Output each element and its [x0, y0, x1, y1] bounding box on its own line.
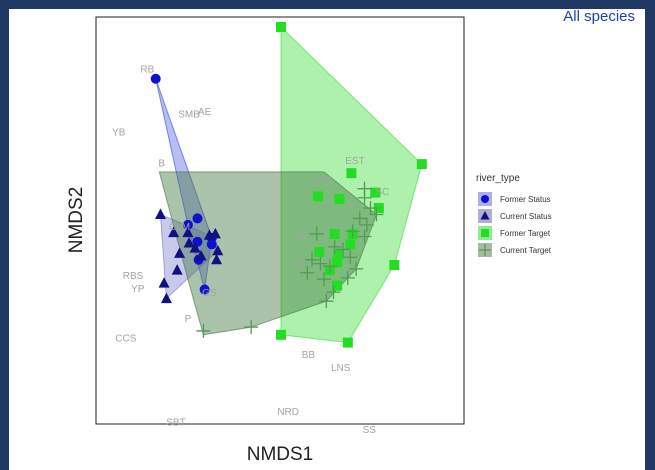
point-former-target — [342, 337, 353, 348]
legend-marker-former-target — [481, 229, 489, 237]
legend-label-former-target: Former Target — [500, 229, 551, 238]
point-former-target — [373, 203, 384, 214]
slide-frame-top — [0, 0, 655, 9]
site-label-gs: GS — [202, 288, 217, 299]
point-current-target — [327, 239, 342, 254]
point-former-target — [416, 159, 427, 170]
legend-title: river_type — [476, 173, 520, 184]
site-label-cs: CS — [292, 260, 306, 271]
point-current-target — [357, 190, 372, 205]
point-current-status — [212, 244, 224, 256]
point-former-target — [334, 194, 345, 205]
point-current-target — [343, 250, 358, 265]
point-current-status — [195, 249, 207, 261]
site-label-rb: RB — [140, 64, 154, 75]
site-label-sc: SC — [375, 187, 389, 198]
point-current-target — [196, 323, 211, 338]
site-label-b: B — [158, 159, 165, 170]
point-current-target — [345, 224, 360, 239]
site-label-sbt: SBT — [166, 417, 185, 428]
point-current-status — [211, 253, 223, 265]
point-current-target — [316, 272, 331, 287]
point-former-target — [333, 249, 344, 260]
point-current-target — [244, 320, 259, 335]
point-former-target — [346, 168, 357, 179]
legend: river_type Former Status Current Status Fo… — [476, 173, 552, 257]
legend-label-current-status: Current Status — [500, 212, 552, 221]
point-former-target — [370, 187, 381, 198]
point-current-status — [168, 226, 180, 238]
site-label-yp: YP — [131, 284, 145, 295]
legend-label-current-target: Current Target — [500, 246, 552, 255]
point-former-status — [182, 219, 193, 230]
point-current-target — [357, 229, 372, 244]
point-former-target — [345, 239, 356, 250]
point-current-status — [182, 226, 194, 238]
point-former-target — [314, 247, 325, 258]
point-current-status — [160, 292, 172, 304]
point-current-status — [189, 242, 201, 253]
point-current-target — [340, 270, 355, 285]
point-former-target — [332, 257, 343, 268]
point-current-target — [359, 217, 374, 232]
y-axis-title: NMDS2 — [66, 187, 87, 254]
point-current-status — [158, 277, 170, 288]
point-current-status — [209, 227, 221, 239]
legend-marker-current-target — [479, 244, 491, 256]
point-former-target — [276, 22, 286, 32]
point-current-target — [322, 259, 337, 274]
point-current-status — [171, 264, 183, 275]
site-label-lms: LMS — [312, 175, 333, 186]
point-former-target — [312, 191, 323, 202]
point-current-target — [319, 294, 334, 309]
point-current-target — [352, 211, 367, 226]
point-former-target — [276, 329, 286, 340]
point-current-target — [305, 252, 320, 267]
site-label-bb: BB — [302, 350, 316, 361]
point-current-target — [300, 265, 315, 280]
point-current-target — [309, 226, 324, 241]
site-label-yb: YB — [112, 128, 126, 139]
point-former-status — [192, 213, 203, 224]
legend-marker-current-status — [480, 211, 490, 220]
legend-label-former-status: Former Status — [500, 195, 551, 204]
point-former-status — [206, 239, 217, 250]
point-current-status — [154, 208, 166, 220]
point-current-target — [349, 261, 364, 276]
point-current-target — [313, 256, 328, 271]
x-axis-title: NMDS1 — [247, 444, 314, 465]
point-current-status — [174, 247, 186, 258]
site-label-ccs: CCS — [115, 333, 136, 344]
point-layer — [150, 22, 427, 348]
point-current-target — [326, 285, 341, 300]
slide-frame-left — [0, 0, 9, 470]
site-label-ss: SS — [363, 425, 377, 436]
site-label-nrd: NRD — [277, 407, 299, 418]
point-current-target — [363, 201, 378, 216]
slide-frame-right — [645, 0, 655, 470]
point-former-target — [332, 280, 343, 291]
site-label-p: P — [185, 314, 192, 325]
site-label-clm: CLM — [169, 222, 190, 233]
site-label-smb: SMB — [178, 110, 200, 121]
point-current-target — [369, 207, 384, 222]
site-label-rbs: RBS — [123, 271, 144, 282]
site-label-est: EST — [345, 156, 364, 167]
site-label-lns: LNS — [331, 363, 351, 374]
point-former-status — [150, 73, 161, 84]
point-former-status — [199, 284, 210, 295]
point-current-target — [336, 242, 351, 257]
point-former-target — [329, 228, 340, 239]
point-former-target — [389, 259, 400, 270]
site-label-td: TD — [293, 231, 306, 242]
point-current-status — [183, 236, 195, 248]
panel-title: All species — [563, 8, 635, 25]
legend-marker-former-status — [481, 195, 489, 203]
site-label-ae: AE — [198, 107, 212, 118]
